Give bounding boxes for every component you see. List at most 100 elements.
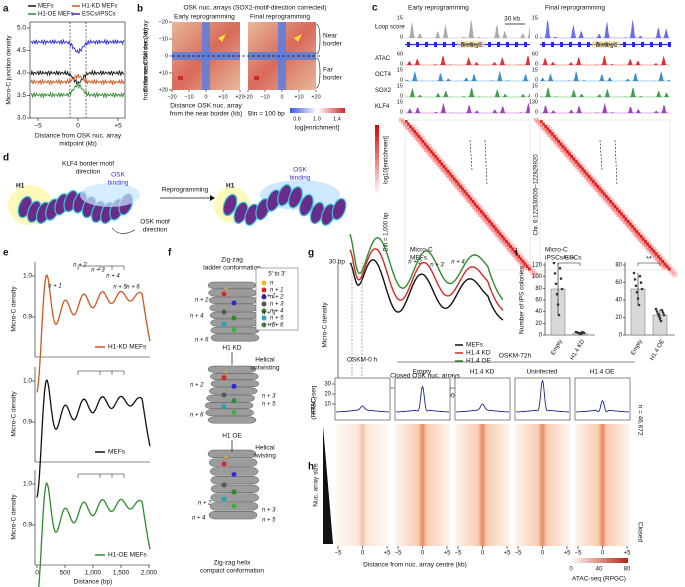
track-tick: 15 <box>532 67 538 73</box>
heatmap-cell <box>461 186 468 193</box>
annotation: n + 4 <box>451 260 465 266</box>
x-tick-label: −5 <box>455 551 463 557</box>
heatmap-cell <box>457 182 460 186</box>
annotation: n + 3 <box>91 268 105 274</box>
heatmap-cell <box>653 255 659 260</box>
nucleosome-dot <box>231 503 237 509</box>
nucleosome-dot <box>231 472 237 477</box>
exon <box>515 42 518 47</box>
gene-label: Nanog <box>461 43 479 49</box>
heatmap-cell <box>627 225 633 230</box>
x-tick-label: +10 <box>218 94 227 100</box>
heatmap-cell <box>401 120 407 125</box>
heatmap-cell <box>605 200 611 205</box>
heatmap-cell <box>474 208 479 212</box>
heatmap-cell <box>440 161 447 168</box>
heatmap-cell <box>515 258 521 262</box>
nucleosome <box>222 193 238 217</box>
x-tick-label: 0 <box>541 551 545 557</box>
point <box>638 274 642 278</box>
annotation: Zig-zag helix <box>214 560 252 567</box>
legend-label: H1-OE MEFs <box>38 12 74 18</box>
track-tick: 0 <box>535 34 538 40</box>
plot-frame <box>29 21 126 119</box>
fiber-disc <box>210 476 260 485</box>
heatmap-cell <box>475 205 479 208</box>
heatmap-cell <box>440 162 443 166</box>
heatmap-cell <box>589 177 593 181</box>
nucleosome-dot <box>231 398 237 404</box>
exon <box>551 42 554 47</box>
annotation: n + 5 <box>262 402 276 408</box>
track <box>405 70 530 81</box>
heatmap-cell <box>484 215 487 218</box>
y-tick-label: 4.5 <box>17 47 26 54</box>
group-label: OSKM-72h <box>499 353 532 360</box>
x-tick-label: 0 <box>601 551 605 557</box>
point <box>657 314 661 318</box>
annotation: n + 3 <box>430 263 444 269</box>
x-tick-label: +5 <box>444 551 452 557</box>
track-tick: 0 <box>535 77 538 83</box>
heatmap-cell <box>607 197 610 201</box>
heatmap-cell <box>561 145 565 148</box>
y-tick-label: 1.0 <box>23 273 32 280</box>
point <box>553 272 557 275</box>
heatmap-cell <box>511 246 518 253</box>
heatmap-cell <box>515 251 522 258</box>
annotation: Helical <box>255 445 275 452</box>
annotation: compact conformation <box>200 568 264 575</box>
x-tick-label: −5 <box>515 551 523 557</box>
axis-title: (RPGC) <box>311 396 318 419</box>
key-dot <box>261 294 267 300</box>
heatmap-cell <box>659 263 665 267</box>
highlight <box>457 41 485 48</box>
heatmap-cell <box>425 144 432 150</box>
x-tick-label: −5 <box>575 551 583 557</box>
track-tick: 15 <box>397 15 403 21</box>
annotation: border <box>323 75 343 82</box>
point <box>558 266 562 270</box>
heatmap-cell <box>457 188 463 192</box>
point <box>656 312 660 316</box>
axis-line <box>614 139 618 186</box>
track-name: OCT4 <box>375 72 392 78</box>
heatmap-cell <box>657 255 660 258</box>
annotation: Reprogramming <box>162 187 209 194</box>
heatmap-cell <box>430 150 433 153</box>
legend-label: MEFs <box>466 342 484 349</box>
annotation: H1 KD <box>222 345 241 352</box>
fiber-disc <box>207 365 257 373</box>
heatmap-cell <box>426 150 432 155</box>
size-wedge <box>323 426 333 544</box>
heatmap-cell <box>600 190 604 193</box>
heatmap-cell <box>434 155 437 158</box>
heatmap-cell <box>486 223 492 227</box>
point <box>582 331 586 335</box>
heatmap-cell <box>430 155 436 160</box>
nucleosome <box>331 197 347 221</box>
axis-title: ATAC-seq <box>311 385 318 414</box>
heatmap-cell <box>609 205 615 210</box>
point <box>639 281 643 284</box>
y-tick-label: −20 <box>159 19 168 25</box>
heatmap-cell <box>587 175 591 178</box>
profile-box <box>394 377 451 421</box>
heatmap-cell <box>507 248 513 252</box>
fiber-disc <box>206 394 255 402</box>
heatmap-cell <box>586 178 591 182</box>
heatmap-cell <box>496 230 500 233</box>
track <box>405 55 530 65</box>
fiber-disc <box>210 493 259 502</box>
annotation: n + 3 <box>262 394 276 400</box>
exon <box>488 42 491 47</box>
x-tick-label: H1.4 OE <box>649 339 666 362</box>
heatmap-cell <box>551 138 557 142</box>
annotation: n + 3 <box>262 508 276 514</box>
nucleosome <box>255 198 271 221</box>
heatmap-cell <box>455 185 461 190</box>
heatmap-cell <box>544 130 550 135</box>
spot <box>254 76 259 80</box>
point <box>632 271 636 275</box>
heatmap-cell <box>546 127 550 131</box>
